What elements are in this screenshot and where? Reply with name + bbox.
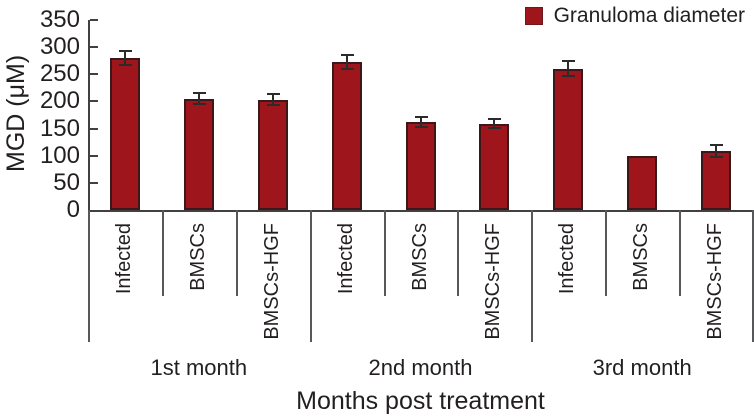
y-axis-tick <box>90 127 98 130</box>
error-bar-cap-bottom <box>192 103 206 106</box>
bar <box>627 155 658 210</box>
category-tick-line <box>605 210 608 296</box>
y-axis-tick <box>90 46 98 49</box>
error-bar-cap-top <box>340 54 354 57</box>
group-label: 2nd month <box>368 355 473 380</box>
y-tick-label: 200 <box>39 87 80 115</box>
legend-swatch-icon <box>524 6 543 25</box>
legend: Granuloma diameter <box>524 4 745 27</box>
bar <box>331 62 362 210</box>
category-tick-line <box>383 210 386 296</box>
error-bar-cap-bottom <box>414 126 428 129</box>
category-label: BMSCs <box>186 223 209 291</box>
category-tick-line <box>161 210 164 296</box>
error-bar-cap-bottom <box>488 127 502 130</box>
y-axis-tick <box>90 181 98 184</box>
legend-label: Granuloma diameter <box>553 4 745 27</box>
category-tick-line <box>235 210 238 296</box>
error-bar-stem <box>271 94 274 106</box>
category-label: BMSCs-HGF <box>482 223 505 340</box>
bar <box>257 99 288 210</box>
y-tick-label: 150 <box>39 114 80 142</box>
y-axis-tick <box>90 73 98 76</box>
error-bar-cap-bottom <box>710 156 724 159</box>
category-label: Infected <box>334 223 357 295</box>
bar <box>553 68 584 210</box>
error-bar-cap-bottom <box>118 63 132 66</box>
error-bar-cap-top <box>266 93 280 96</box>
x-axis-title: Months post treatment <box>296 387 545 415</box>
y-tick-label: 350 <box>39 6 80 33</box>
group-boundary-line <box>309 210 312 342</box>
y-tick-label: 300 <box>39 33 80 61</box>
bar <box>183 98 214 210</box>
category-label: Infected <box>556 223 579 295</box>
category-tick-line <box>457 210 460 296</box>
error-bar-stem <box>197 93 200 105</box>
y-tick-label: 100 <box>39 141 80 169</box>
category-label: BMSCs <box>408 223 431 291</box>
error-bar-cap-top <box>562 60 576 63</box>
category-label: Infected <box>112 223 135 295</box>
error-bar-cap-bottom <box>266 104 280 107</box>
group-boundary-line <box>531 210 534 342</box>
error-bar-cap-top <box>414 115 428 118</box>
x-axis-line <box>88 210 753 212</box>
group-boundary-line <box>752 210 754 342</box>
y-axis-tick <box>90 154 98 157</box>
bar <box>405 122 436 210</box>
error-bar-stem <box>123 51 126 65</box>
group-label: 1st month <box>150 355 248 380</box>
y-tick-label: 0 <box>66 196 80 223</box>
group-label: 3rd month <box>592 355 692 380</box>
error-bar-stem <box>567 61 570 77</box>
y-tick-label: 250 <box>39 60 80 88</box>
error-bar-cap-top <box>192 92 206 95</box>
y-axis-tick <box>90 19 98 21</box>
bar <box>701 151 732 210</box>
error-bar-cap-top <box>710 144 724 147</box>
y-tick-label: 50 <box>53 168 80 196</box>
group-boundary-line <box>88 210 90 342</box>
error-bar-stem <box>419 116 422 128</box>
error-bar-stem <box>345 55 348 70</box>
error-bar-stem <box>715 145 718 158</box>
bar <box>479 123 510 210</box>
y-axis-line <box>88 20 90 212</box>
error-bar-cap-top <box>488 118 502 121</box>
y-axis-tick <box>90 100 98 103</box>
error-bar-cap-bottom <box>340 68 354 71</box>
error-bar-cap-top <box>118 50 132 53</box>
category-label: BMSCs-HGF <box>260 223 283 340</box>
category-label: BMSCs <box>630 223 653 291</box>
error-bar-cap-bottom <box>562 75 576 78</box>
category-tick-line <box>679 210 682 296</box>
error-bar-stem <box>493 119 496 128</box>
category-label: BMSCs-HGF <box>704 223 727 340</box>
bar <box>109 58 140 210</box>
